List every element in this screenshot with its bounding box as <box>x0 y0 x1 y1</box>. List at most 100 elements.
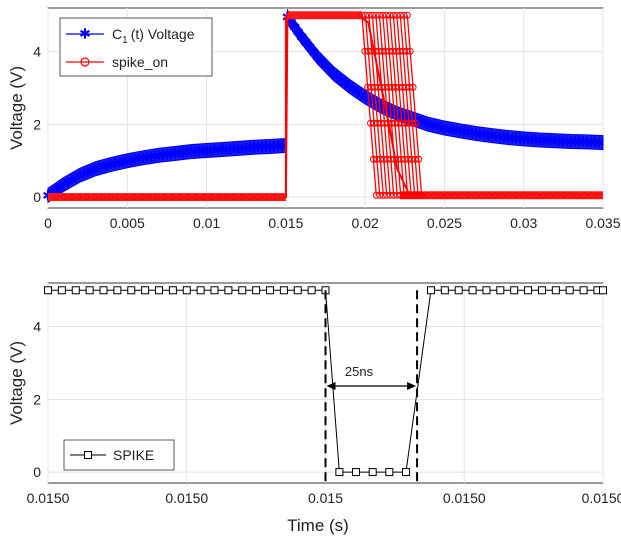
top-x-tick-label: 0.035 <box>585 215 620 231</box>
c1-voltage-marker: ✱ <box>50 182 62 198</box>
c1-voltage-marker: ✱ <box>565 133 577 149</box>
c1-voltage-marker: ✱ <box>106 156 118 172</box>
c1-voltage-marker: ✱ <box>181 144 193 160</box>
spike-on-marker <box>465 192 472 199</box>
c1-voltage-marker: ✱ <box>526 131 538 147</box>
c1-voltage-marker: ✱ <box>581 134 593 150</box>
spike-marker <box>113 286 122 295</box>
top-x-tick-label: 0.025 <box>427 215 462 231</box>
top-y-axis-label: Voltage (V) <box>7 66 26 150</box>
top-tick-labels: 0 0.005 0.01 0.015 0.02 0.025 0.03 0.035 0 2 4 <box>33 44 621 231</box>
bottom-y-tick-label: 4 <box>33 319 41 335</box>
spike-on-marker <box>200 194 207 201</box>
c1-voltage-marker: ✱ <box>387 104 399 120</box>
c1-voltage-marker: ✱ <box>554 133 566 149</box>
c1-voltage-marker: ✱ <box>498 129 510 145</box>
spike-on-marker <box>472 192 479 199</box>
spike-marker <box>293 286 302 295</box>
spike-on-marker <box>400 11 408 19</box>
c1-voltage-marker: ✱ <box>351 84 363 100</box>
spike-marker <box>454 286 463 295</box>
top-series: ✱✱✱✱✱✱✱✱✱✱✱✱✱✱✱✱✱✱✱✱✱✱✱✱✱✱✱✱✱✱✱✱✱✱✱✱✱✱✱✱… <box>42 8 605 203</box>
spike-on-marker <box>60 194 67 201</box>
c1-voltage-marker: ✱ <box>221 141 233 157</box>
spike-marker <box>141 286 150 295</box>
bottom-series <box>44 286 607 483</box>
spike-marker <box>524 286 533 295</box>
spike-on-marker <box>153 194 160 201</box>
spike-on-marker <box>403 192 410 199</box>
c1-voltage-marker: ✱ <box>110 155 122 171</box>
c1-voltage-marker: ✱ <box>94 160 106 176</box>
spike-on-transition <box>399 15 416 196</box>
c1-voltage-marker: ✱ <box>252 139 264 155</box>
c1-voltage-marker: ✱ <box>62 174 74 190</box>
c1-voltage-marker: ✱ <box>518 131 530 147</box>
spike-on-marker <box>375 11 383 19</box>
spike-marker <box>85 286 94 295</box>
c1-voltage-marker: ✱ <box>478 127 490 143</box>
c1-voltage-marker: ✱ <box>443 121 455 137</box>
spike-on-marker <box>138 194 145 201</box>
spike-on-marker <box>382 11 390 19</box>
spike-on-transition <box>392 15 409 196</box>
spike-on-marker <box>410 192 417 199</box>
legend-spike-on-marker <box>80 57 90 67</box>
spike-on-marker <box>417 192 424 199</box>
c1-voltage-marker: ✱ <box>367 94 379 110</box>
c1-voltage-marker: ✱ <box>458 124 470 140</box>
spike-on-marker <box>412 119 420 127</box>
bottom-chart: 0.0150 0.0150 0.015 0.0150 0.0150 0 2 4 25ns Vo… <box>7 282 621 535</box>
spike-on-marker <box>547 192 554 199</box>
legend-spike-on-label: spike_on <box>112 54 168 70</box>
spike-on-marker <box>247 194 254 201</box>
top-chart: ✱✱✱✱✱✱✱✱✱✱✱✱✱✱✱✱✱✱✱✱✱✱✱✱✱✱✱✱✱✱✱✱✱✱✱✱✱✱✱✱… <box>7 7 621 231</box>
c1-voltage-marker: ✱ <box>46 185 58 201</box>
spike-marker <box>210 286 219 295</box>
spike-on-marker <box>130 194 137 201</box>
spike-on-marker <box>52 194 59 201</box>
spike-on-transition <box>382 15 398 196</box>
c1-voltage-marker: ✱ <box>462 124 474 140</box>
spike-on-marker <box>458 192 465 199</box>
spike-marker <box>352 468 361 477</box>
c1-voltage-marker: ✱ <box>201 143 213 159</box>
spike-marker <box>127 286 136 295</box>
spike-on-marker <box>499 192 506 199</box>
spike-on-transition <box>371 15 388 196</box>
c1-voltage-marker: ✱ <box>557 133 569 149</box>
bottom-y-axis-label: Voltage (V) <box>7 341 26 425</box>
c1-voltage-marker: ✱ <box>193 143 205 159</box>
c1-voltage-marker: ✱ <box>189 143 201 159</box>
spike-marker <box>182 286 191 295</box>
spike-on-transition <box>368 15 384 196</box>
c1-voltage-marker: ✱ <box>141 149 153 165</box>
c1-voltage-marker: ✱ <box>78 166 90 182</box>
c1-voltage-marker: ✱ <box>240 140 252 156</box>
c1-voltage-marker: ✱ <box>149 148 161 164</box>
spike-on-marker <box>403 11 411 19</box>
spike-on-transition <box>396 15 412 196</box>
c1-voltage-marker: ✱ <box>161 146 173 162</box>
spike-on-marker <box>526 192 533 199</box>
bottom-tick-labels: 0.0150 0.0150 0.015 0.0150 0.0150 0 2 4 <box>27 319 621 506</box>
spike-marker <box>71 286 80 295</box>
top-x-tick-label: 0.005 <box>110 215 145 231</box>
c1-voltage-marker: ✱ <box>435 119 447 135</box>
c1-voltage-marker: ✱ <box>316 53 328 69</box>
bottom-x-tick-label: 0.015 <box>308 490 343 506</box>
c1-voltage-marker: ✱ <box>197 143 209 159</box>
spike-on-marker <box>122 194 129 201</box>
spike-marker <box>307 286 316 295</box>
c1-voltage-marker: ✱ <box>355 86 367 102</box>
c1-voltage-marker: ✱ <box>320 57 332 73</box>
c1-voltage-marker: ✱ <box>121 153 133 169</box>
c1-voltage-marker: ✱ <box>256 139 268 155</box>
spike-on-marker <box>262 194 269 201</box>
c1-voltage-marker: ✱ <box>70 170 82 186</box>
c1-voltage-marker: ✱ <box>522 131 534 147</box>
spike-marker <box>266 286 274 295</box>
spike-on-marker <box>231 194 238 201</box>
duration-arrow-right <box>407 382 417 390</box>
spike-on-marker <box>533 192 540 199</box>
